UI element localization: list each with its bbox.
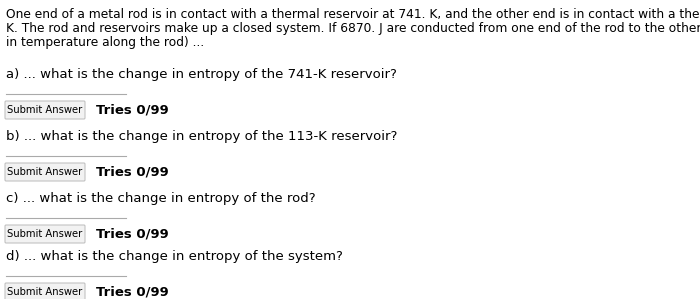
Text: K. The rod and reservoirs make up a closed system. If 6870. J are conducted from: K. The rod and reservoirs make up a clos… bbox=[6, 22, 700, 35]
Text: Tries 0/99: Tries 0/99 bbox=[96, 166, 169, 179]
Text: c) ... what is the change in entropy of the rod?: c) ... what is the change in entropy of … bbox=[6, 192, 316, 205]
Text: One end of a metal rod is in contact with a thermal reservoir at 741. K, and the: One end of a metal rod is in contact wit… bbox=[6, 8, 700, 21]
FancyBboxPatch shape bbox=[5, 101, 85, 119]
Text: Tries 0/99: Tries 0/99 bbox=[96, 286, 169, 298]
Text: a) ... what is the change in entropy of the 741-K reservoir?: a) ... what is the change in entropy of … bbox=[6, 68, 397, 81]
Text: in temperature along the rod) ...: in temperature along the rod) ... bbox=[6, 36, 204, 49]
FancyBboxPatch shape bbox=[5, 225, 85, 243]
Text: b) ... what is the change in entropy of the 113-K reservoir?: b) ... what is the change in entropy of … bbox=[6, 130, 398, 143]
FancyBboxPatch shape bbox=[5, 163, 85, 181]
Text: Submit Answer: Submit Answer bbox=[8, 229, 83, 239]
Text: Tries 0/99: Tries 0/99 bbox=[96, 228, 169, 240]
Text: Tries 0/99: Tries 0/99 bbox=[96, 103, 169, 117]
Text: Submit Answer: Submit Answer bbox=[8, 287, 83, 297]
Text: Submit Answer: Submit Answer bbox=[8, 167, 83, 177]
Text: Submit Answer: Submit Answer bbox=[8, 105, 83, 115]
Text: d) ... what is the change in entropy of the system?: d) ... what is the change in entropy of … bbox=[6, 250, 343, 263]
FancyBboxPatch shape bbox=[5, 283, 85, 299]
